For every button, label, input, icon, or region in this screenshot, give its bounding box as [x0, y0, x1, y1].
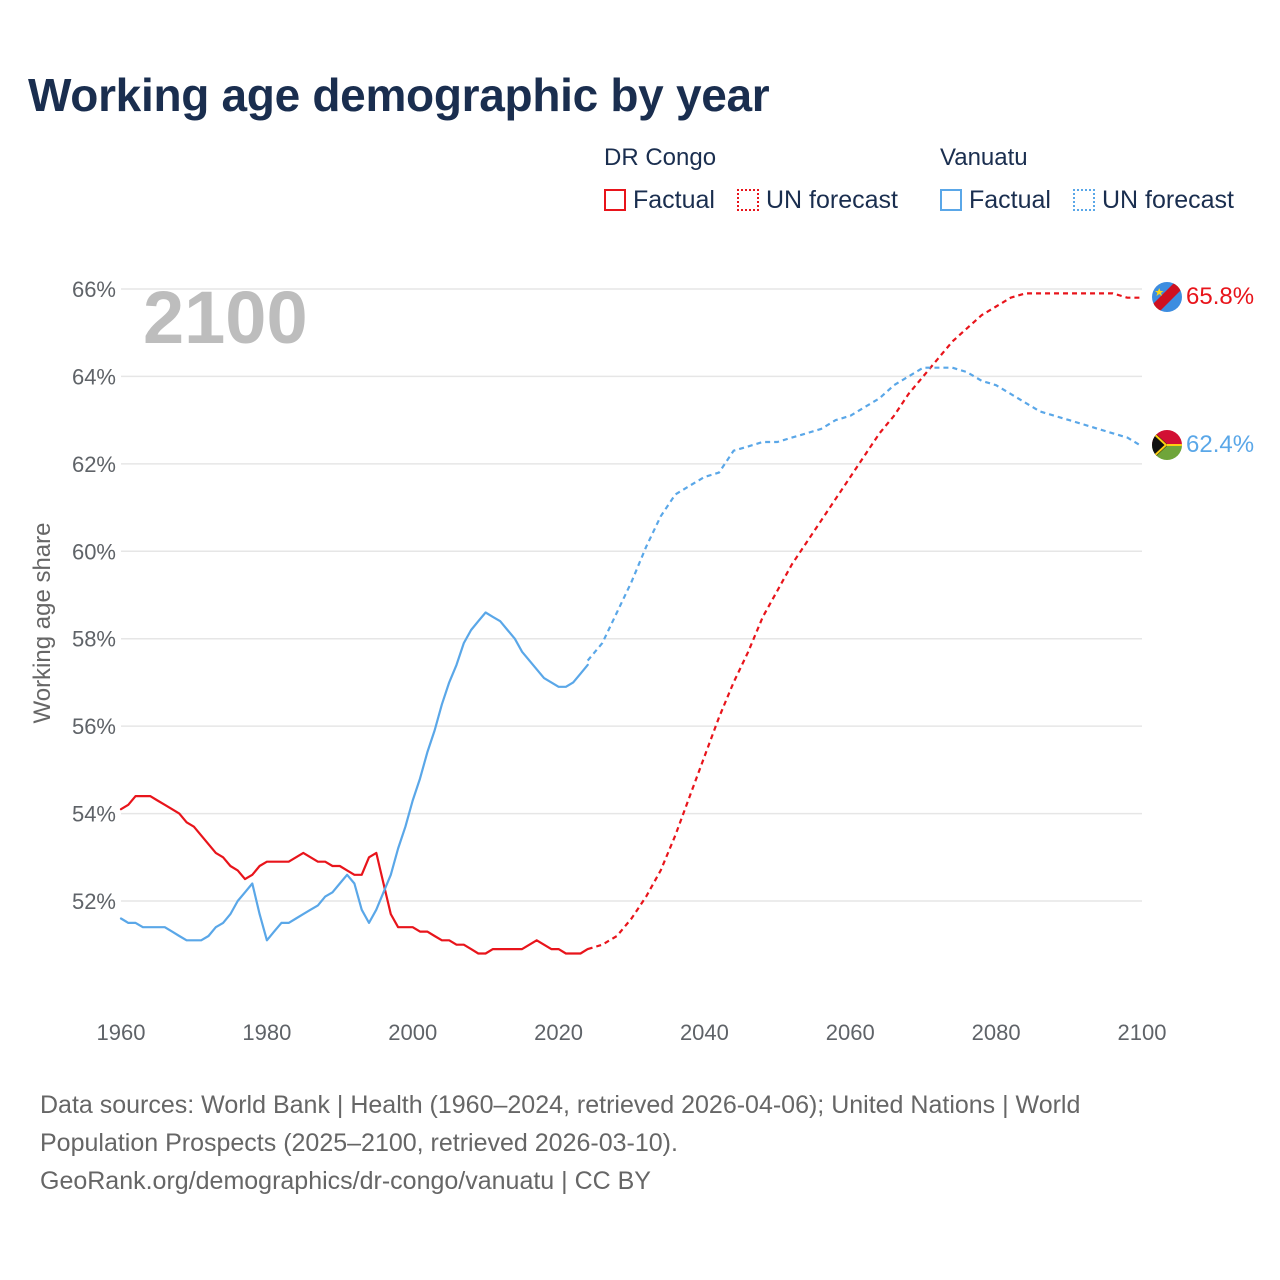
x-tick-label: 2000 [388, 1020, 437, 1045]
footer-line-1: Data sources: World Bank | Health (1960–… [40, 1091, 1081, 1119]
x-tick-label: 2020 [534, 1020, 583, 1045]
year-label: 2100 [143, 276, 308, 359]
series-lines [119, 292, 1143, 955]
series-line-dr-congo-factual [119, 794, 589, 955]
legend-group-dr-congo: DR Congo [604, 144, 717, 171]
legend-swatch-dotted-red [737, 189, 759, 211]
legend-group-vanuatu: Vanuatu [940, 144, 1028, 171]
y-axis-label: Working age share [29, 523, 56, 724]
grid-lines [121, 288, 1142, 902]
legend-label: UN forecast [1102, 185, 1234, 214]
x-tick-label: 2080 [972, 1020, 1021, 1045]
y-tick-label: 58% [72, 627, 116, 652]
y-tick-label: 64% [72, 364, 116, 389]
x-axis-ticks: 1960 1980 2000 2020 2040 2060 2080 2100 [97, 1020, 1167, 1045]
end-label-vanuatu: 62.4% [1186, 431, 1254, 458]
series-line-vanuatu-factual [119, 611, 589, 942]
series-line-dr-congo-forecast [587, 292, 1142, 951]
y-tick-label: 62% [72, 452, 116, 477]
x-tick-label: 1980 [242, 1020, 291, 1045]
vanuatu-flag-icon [1152, 430, 1182, 460]
legend-label: Factual [633, 185, 715, 214]
legend-item-dr-congo-factual[interactable]: Factual [604, 186, 715, 214]
y-axis-ticks: 52% 54% 56% 58% 60% 62% 64% 66% [72, 277, 116, 914]
footer-line-2: Population Prospects (2025–2100, retriev… [40, 1129, 678, 1157]
y-tick-label: 56% [72, 714, 116, 739]
series-line-vanuatu-forecast [586, 366, 1143, 662]
legend-swatch-solid-red [604, 189, 626, 211]
legend-label: Factual [969, 185, 1051, 214]
y-tick-label: 54% [72, 802, 116, 827]
end-label-dr-congo: 65.8% [1186, 283, 1254, 310]
y-tick-label: 52% [72, 889, 116, 914]
chart-title: Working age demographic by year [28, 69, 770, 121]
legend-item-vanuatu-forecast[interactable]: UN forecast [1073, 186, 1234, 214]
y-tick-label: 66% [72, 277, 116, 302]
x-tick-label: 1960 [97, 1020, 146, 1045]
legend-label: UN forecast [766, 185, 898, 214]
legend-swatch-solid-blue [940, 189, 962, 211]
x-tick-label: 2040 [680, 1020, 729, 1045]
y-tick-label: 60% [72, 539, 116, 564]
legend-swatch-dotted-blue [1073, 189, 1095, 211]
footer-line-3: GeoRank.org/demographics/dr-congo/vanuat… [40, 1167, 651, 1195]
x-tick-label: 2060 [826, 1020, 875, 1045]
legend-item-dr-congo-forecast[interactable]: UN forecast [737, 186, 898, 214]
legend-item-vanuatu-factual[interactable]: Factual [940, 186, 1051, 214]
footer-sources: Data sources: World Bank | Health (1960–… [40, 1086, 1240, 1200]
x-tick-label: 2100 [1118, 1020, 1167, 1045]
dr-congo-flag-icon [1152, 282, 1182, 312]
